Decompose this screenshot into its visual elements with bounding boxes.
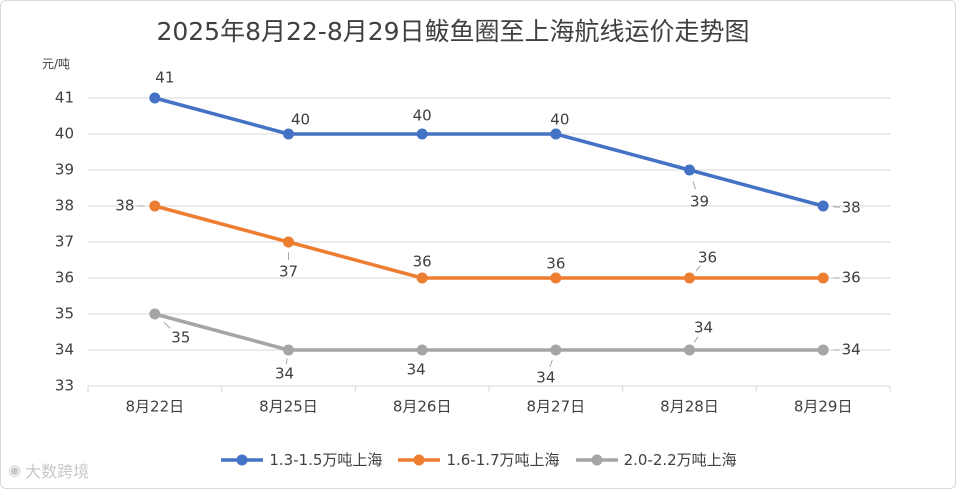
legend-item: 1.6-1.7万吨上海 (396, 449, 560, 470)
data-label: 40 (550, 111, 569, 129)
data-point (550, 344, 562, 356)
data-point (684, 272, 695, 284)
data-label-leader (549, 359, 553, 367)
y-tick-label: 38 (55, 197, 74, 215)
data-label: 34 (407, 361, 426, 379)
data-point (550, 272, 562, 284)
data-point (416, 344, 428, 356)
legend-item: 1.3-1.5万吨上海 (219, 449, 382, 470)
legend-swatch (221, 454, 264, 465)
legend-swatch (575, 454, 618, 465)
data-label: 34 (275, 365, 294, 383)
data-label: 40 (291, 111, 310, 129)
data-label: 38 (115, 197, 134, 215)
data-label: 36 (698, 249, 717, 267)
data-label: 40 (413, 107, 432, 125)
y-tick-label: 33 (55, 377, 74, 395)
data-point (684, 344, 695, 356)
data-point (817, 200, 829, 212)
data-point (149, 200, 161, 212)
chart-title: 2025年8月22-8月29日鲅鱼圈至上海航线运价走势图 (156, 17, 750, 46)
data-label-leader (692, 181, 696, 190)
legend-label: 2.0-2.2万吨上海 (623, 451, 737, 469)
data-label: 36 (842, 269, 861, 287)
data-point (817, 344, 829, 356)
x-tick-label: 8月26日 (393, 398, 452, 416)
legend-label: 1.6-1.7万吨上海 (446, 451, 560, 469)
x-tick-label: 8月28日 (660, 398, 719, 416)
data-label: 38 (842, 199, 861, 217)
data-label-leader (693, 336, 699, 343)
data-point (283, 128, 294, 140)
data-label: 34 (842, 341, 861, 359)
watermark: ◉ 大数跨境 (8, 458, 89, 482)
data-point (149, 92, 161, 104)
y-tick-label: 41 (55, 89, 74, 107)
series-line (154, 204, 824, 280)
y-tick-label: 36 (55, 269, 74, 287)
watermark-text: 大数跨境 (25, 462, 90, 481)
data-point (149, 308, 161, 320)
series-line (154, 312, 824, 352)
data-point (416, 128, 428, 140)
x-tick-label: 8月25日 (259, 398, 318, 416)
data-label-leader (695, 265, 701, 272)
data-label: 41 (155, 69, 174, 87)
y-tick-label: 37 (55, 233, 74, 251)
data-label: 37 (279, 263, 298, 281)
y-tick-label: 39 (55, 161, 74, 179)
data-label: 39 (690, 193, 709, 211)
x-tick-label: 8月22日 (126, 398, 185, 416)
weibo-icon: ◉ (8, 461, 22, 479)
y-tick-label: 34 (55, 341, 74, 359)
data-point (684, 164, 695, 176)
data-label-leader (163, 322, 171, 329)
y-tick-label: 35 (55, 305, 74, 323)
x-tick-label: 8月29日 (794, 398, 853, 416)
data-label: 36 (413, 253, 432, 271)
legend-swatch (398, 454, 441, 465)
data-point (283, 236, 294, 248)
data-label-leader (285, 358, 288, 365)
data-point (550, 128, 562, 140)
data-label-leader (832, 206, 841, 208)
data-point (416, 272, 428, 284)
x-tick-label: 8月27日 (527, 398, 586, 416)
data-label: 35 (171, 329, 190, 347)
chart-legend: 1.3-1.5万吨上海 1.6-1.7万吨上海 2.0-2.2万吨上海 (0, 449, 956, 470)
y-tick-label: 40 (55, 125, 74, 143)
data-label: 36 (546, 255, 565, 273)
legend-item: 2.0-2.2万吨上海 (574, 449, 737, 470)
data-label: 34 (694, 319, 713, 337)
data-point (283, 344, 294, 356)
series-line (154, 96, 824, 208)
legend-label: 1.3-1.5万吨上海 (269, 451, 383, 469)
data-point (817, 272, 829, 284)
data-label: 34 (536, 369, 555, 387)
y-axis-unit-label: 元/吨 (42, 57, 71, 71)
